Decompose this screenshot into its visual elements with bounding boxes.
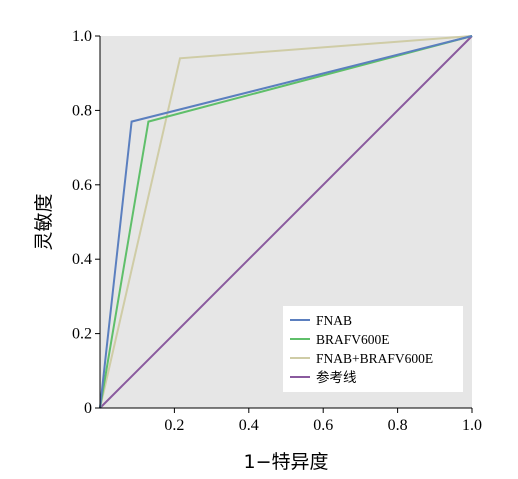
- axes: [99, 36, 472, 409]
- series-lines: [99, 35, 473, 409]
- y-tick-label: 1.0: [72, 28, 92, 45]
- y-tick-label: 0.4: [72, 251, 92, 268]
- x-axis-title: 1−特异度: [243, 451, 328, 473]
- x-tick-label: 0.8: [388, 417, 408, 434]
- legend-label: FNAB+BRAFV600E: [316, 351, 433, 366]
- y-ticks: 0 0.2 0.4 0.6 0.8 1.0: [72, 28, 100, 417]
- series-line-fnab-brafv600e-2: [99, 35, 473, 409]
- legend-box: [283, 306, 463, 392]
- y-tick-label: 0.8: [72, 102, 92, 119]
- legend: FNAB BRAFV600E FNAB+BRAFV600E 参考线: [283, 306, 463, 392]
- legend-label: FNAB: [316, 313, 352, 328]
- x-tick-label: 0.6: [313, 417, 333, 434]
- y-tick-label: 0: [84, 400, 92, 417]
- x-tick-label: 0.4: [239, 417, 259, 434]
- series-line---3: [99, 35, 473, 409]
- y-tick-label: 0.6: [72, 177, 92, 194]
- series-line-fnab-0: [99, 35, 473, 409]
- y-tick-label: 0.2: [72, 326, 92, 343]
- legend-label: BRAFV600E: [316, 332, 390, 347]
- y-axis-title: 灵敏度: [33, 193, 55, 250]
- x-tick-label: 1.0: [462, 417, 482, 434]
- x-tick-label: 0.2: [164, 417, 184, 434]
- x-ticks: 0.2 0.4 0.6 0.8 1.0: [164, 408, 482, 434]
- series-line-brafv600e-1: [99, 35, 473, 409]
- legend-label: 参考线: [316, 369, 357, 385]
